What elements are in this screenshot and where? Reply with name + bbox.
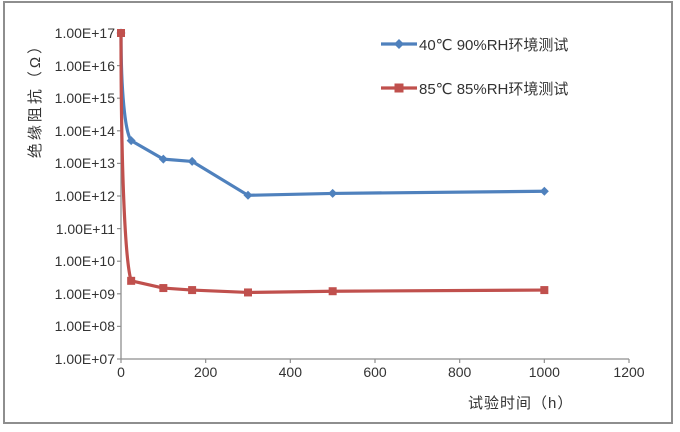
series-2 bbox=[117, 29, 549, 297]
series-marker-diamond bbox=[539, 186, 549, 196]
series-marker-square bbox=[127, 276, 136, 285]
y-tick-label: 1.00E+09 bbox=[54, 285, 115, 302]
y-tick-label: 1.00E+07 bbox=[54, 351, 115, 367]
series-marker-diamond bbox=[243, 190, 253, 200]
legend-label: 85℃ 85%RH环境测试 bbox=[419, 80, 569, 98]
series-marker-square bbox=[328, 287, 337, 296]
x-tick-label: 600 bbox=[363, 364, 387, 380]
series-marker-square bbox=[117, 29, 125, 37]
series-marker-diamond bbox=[328, 188, 338, 198]
y-tick-label: 1.00E+11 bbox=[55, 220, 115, 237]
y-tick-label: 1.00E+17 bbox=[54, 25, 115, 41]
chart-frame bbox=[3, 1, 673, 424]
x-tick-label: 800 bbox=[447, 364, 472, 380]
legend-item-series-2: 85℃ 85%RH环境测试 bbox=[381, 79, 569, 98]
x-tick-label: 1000 bbox=[528, 364, 560, 380]
x-tick-label: 200 bbox=[193, 364, 218, 380]
series-marker-diamond bbox=[187, 156, 197, 166]
legend-label: 40℃ 90%RH环境测试 bbox=[419, 36, 569, 54]
series-marker-diamond bbox=[126, 136, 136, 146]
x-tick-label: 1200 bbox=[613, 364, 645, 380]
y-tick-label: 1.00E+10 bbox=[54, 253, 115, 270]
legend-item-series-1: 40℃ 90%RH环境测试 bbox=[381, 35, 569, 54]
y-tick-label: 1.00E+08 bbox=[54, 318, 115, 335]
y-tick-label: 1.00E+13 bbox=[54, 155, 115, 172]
x-tick-label: 0 bbox=[117, 364, 125, 380]
x-tick-label: 400 bbox=[278, 364, 302, 380]
series-marker-square bbox=[159, 284, 168, 293]
y-tick-label: 1.00E+16 bbox=[54, 57, 115, 74]
y-tick-label: 1.00E+14 bbox=[54, 122, 115, 139]
legend-swatch-diamond-icon bbox=[381, 39, 417, 49]
series-line bbox=[119, 31, 546, 197]
x-axis-title: 试验时间（h） bbox=[468, 395, 574, 412]
y-axis-title: 绝缘阻抗（Ω） bbox=[27, 35, 44, 159]
series-marker-square bbox=[188, 286, 197, 295]
series-marker-diamond bbox=[394, 39, 404, 49]
y-tick-label: 1.00E+15 bbox=[54, 90, 115, 107]
y-tick-label: 1.00E+12 bbox=[54, 188, 115, 204]
series-marker-diamond bbox=[158, 154, 168, 164]
legend-swatch-square-icon bbox=[381, 83, 417, 93]
series-marker-square bbox=[540, 286, 549, 295]
series-marker-square bbox=[394, 83, 404, 93]
series-marker-square bbox=[244, 288, 252, 297]
series-line bbox=[119, 31, 546, 295]
